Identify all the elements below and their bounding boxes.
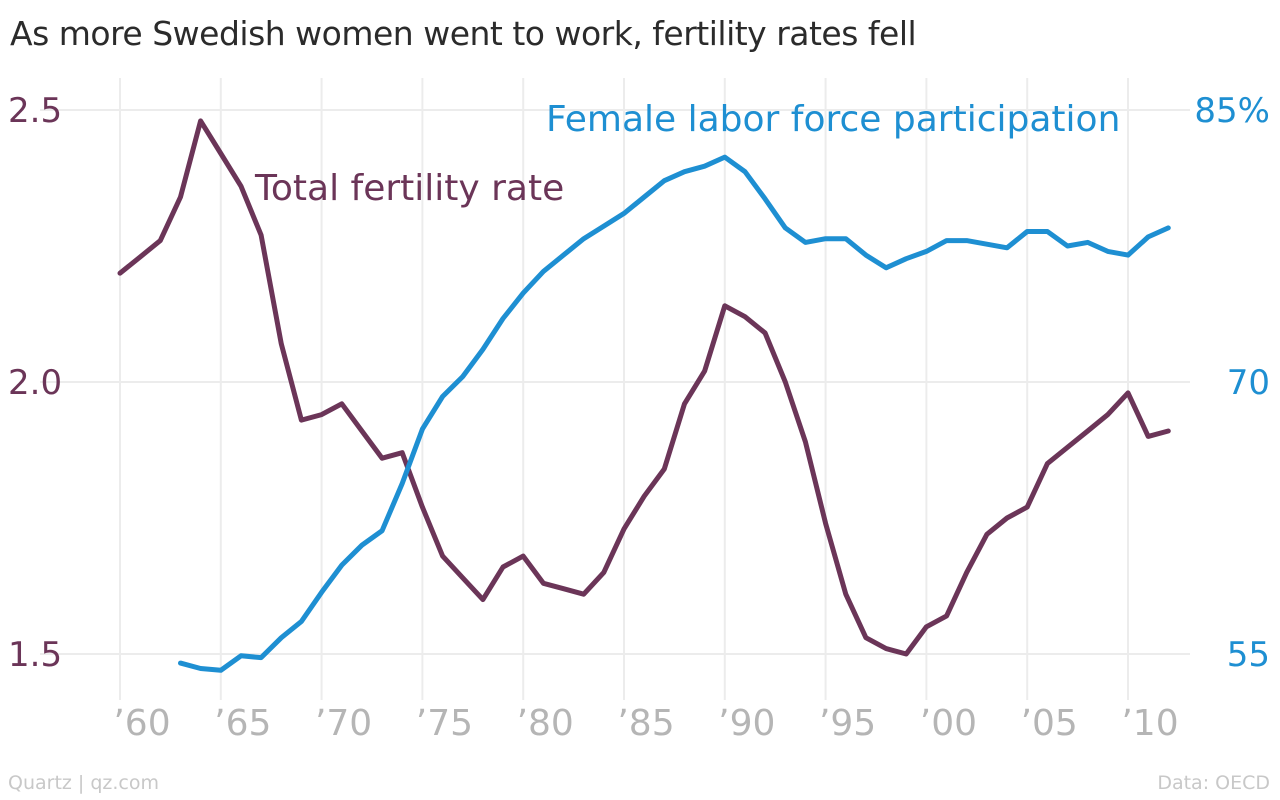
series-layer (117, 118, 1171, 673)
fertility-rate-line (117, 118, 1171, 657)
chart-title: As more Swedish women went to work, fert… (10, 14, 917, 53)
x-tick-label: ’00 (920, 703, 977, 744)
y-right-tick-label: 85% (1194, 91, 1270, 131)
source-credit: Quartz | qz.com (8, 772, 160, 794)
label-layer: Total fertility rate Female labor force p… (254, 99, 1120, 209)
grid-layer (40, 78, 1190, 700)
x-tick-label: ’85 (617, 703, 674, 744)
x-tick-label: ’75 (416, 703, 473, 744)
x-tick-label: ’10 (1121, 703, 1178, 744)
labor-series-label: Female labor force participation (546, 99, 1120, 140)
labor-participation-line (178, 154, 1171, 673)
y-left-tick-label: 2.0 (8, 363, 62, 403)
y-right-tick-label: 70 (1227, 363, 1270, 403)
x-tick-label: ’05 (1021, 703, 1078, 744)
x-tick-label: ’80 (517, 703, 574, 744)
axis-layer: ’60 ’65 ’70 ’75 ’80 ’85 ’90 ’95 ’00 ’05 ’10 1.5 2.0 2… (8, 91, 1270, 744)
y-right-tick-label: 55 (1227, 635, 1270, 675)
x-tick-label: ’70 (315, 703, 372, 744)
fertility-series-label: Total fertility rate (254, 168, 564, 209)
y-left-tick-label: 2.5 (8, 91, 62, 131)
x-tick-label: ’65 (214, 703, 271, 744)
data-source: Data: OECD (1157, 772, 1270, 794)
y-left-tick-label: 1.5 (8, 635, 62, 675)
x-tick-label: ’95 (819, 703, 876, 744)
x-tick-label: ’90 (718, 703, 775, 744)
x-tick-label: ’60 (113, 703, 170, 744)
